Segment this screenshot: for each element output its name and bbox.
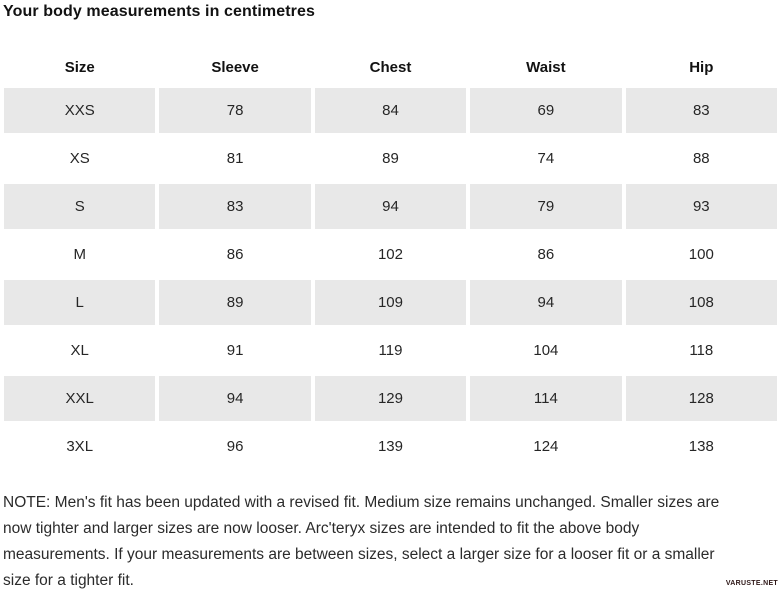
- cell-hip: 93: [625, 184, 777, 229]
- header-cell-size: Size: [64, 58, 95, 76]
- header-cell-waist: Waist: [526, 58, 566, 76]
- cell-size: XS: [69, 150, 90, 167]
- table-row-xs: XS 81 89 74 88: [4, 136, 777, 181]
- header-cell-sleeve: Sleeve: [211, 58, 259, 76]
- cell-size: M: [73, 246, 86, 263]
- note-line: now tighter and larger sizes are now loo…: [3, 520, 640, 537]
- cell-waist: 124: [533, 438, 559, 455]
- cell-waist: 86: [537, 246, 555, 263]
- table-row-xxs: XXS 78 84 69 83: [4, 88, 777, 133]
- cell-sleeve: 94: [159, 376, 311, 421]
- table-row-xl: XL 91 119 104 118: [4, 328, 777, 373]
- cell-sleeve: 96: [226, 438, 244, 455]
- cell-waist: 79: [470, 184, 622, 229]
- cell-waist: 69: [470, 88, 622, 133]
- cell-size: XXL: [4, 376, 156, 421]
- cell-hip: 138: [688, 438, 714, 455]
- table-row-m: M 86 102 86 100: [4, 232, 777, 277]
- cell-chest: 89: [382, 150, 399, 167]
- cell-hip: 83: [625, 88, 777, 133]
- cell-chest: 119: [378, 342, 403, 359]
- cell-sleeve: 91: [226, 342, 244, 359]
- cell-waist: 74: [537, 150, 555, 167]
- cell-hip: 88: [692, 150, 710, 167]
- header-cell-hip: Hip: [689, 58, 714, 76]
- cell-hip: 100: [688, 246, 714, 263]
- table-row-3xl: 3XL 96 139 124 138: [4, 424, 777, 469]
- cell-size: L: [4, 280, 156, 325]
- cell-hip: 118: [689, 342, 714, 359]
- cell-sleeve: 86: [226, 246, 244, 263]
- note-text: NOTE: Men's fit has been updated with a …: [3, 490, 777, 594]
- cell-size: XXS: [4, 88, 156, 133]
- cell-sleeve: 83: [159, 184, 311, 229]
- watermark: VARUSTE.NET: [725, 580, 778, 587]
- cell-size: 3XL: [66, 438, 94, 455]
- cell-size: S: [4, 184, 156, 229]
- cell-waist: 94: [470, 280, 622, 325]
- table-header-row: Size Sleeve Chest Waist Hip: [4, 49, 777, 85]
- cell-chest: 139: [377, 438, 403, 455]
- table-row-l: L 89 109 94 108: [4, 280, 777, 325]
- page-title: Your body measurements in centimetres: [3, 3, 315, 20]
- cell-sleeve: 78: [159, 88, 311, 133]
- cell-waist: 104: [533, 342, 559, 359]
- cell-chest: 94: [314, 184, 467, 229]
- note-line: NOTE: Men's fit has been updated with a …: [3, 494, 720, 511]
- header-cell-chest: Chest: [369, 58, 412, 76]
- cell-sleeve: 81: [226, 150, 244, 167]
- cell-waist: 114: [470, 376, 622, 421]
- table-row-xxl: XXL 94 129 114 128: [4, 376, 777, 421]
- table-row-s: S 83 94 79 93: [4, 184, 777, 229]
- size-table: XXS 78 84 69 83 XS 81 89 74 88 S 83 94 7…: [4, 88, 777, 469]
- note-line: size for a tighter fit.: [3, 572, 134, 589]
- cell-chest: 129: [314, 376, 467, 421]
- cell-hip: 108: [625, 280, 777, 325]
- cell-chest: 109: [314, 280, 467, 325]
- cell-chest: 84: [314, 88, 467, 133]
- cell-size: XL: [70, 342, 89, 359]
- cell-hip: 128: [625, 376, 777, 421]
- cell-sleeve: 89: [159, 280, 311, 325]
- note-line: measurements. If your measurements are b…: [3, 546, 715, 563]
- cell-chest: 102: [377, 246, 403, 263]
